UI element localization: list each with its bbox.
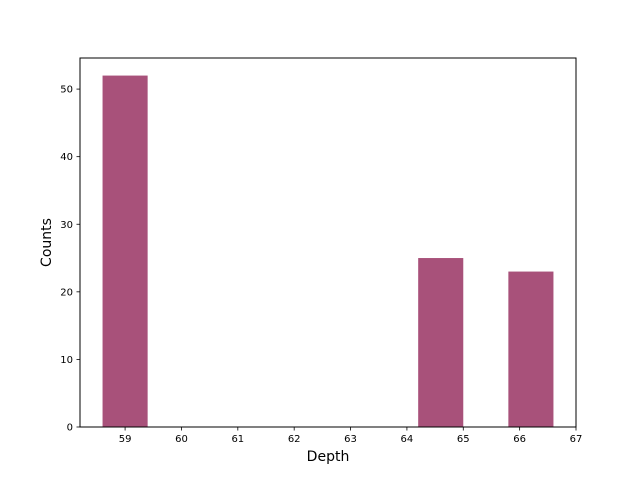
x-tick-label: 61 — [231, 434, 244, 445]
x-tick-label: 67 — [570, 434, 583, 445]
x-tick-label: 60 — [175, 434, 188, 445]
histogram-bar — [508, 271, 554, 427]
bars-layer — [102, 75, 554, 427]
plot-area-frame — [79, 57, 577, 428]
y-axis-label: Counts — [39, 218, 55, 267]
histogram-bar — [102, 75, 148, 427]
y-tick-label: 0 — [67, 423, 73, 434]
histogram-bar — [418, 258, 464, 427]
x-axis-label: Depth — [307, 449, 350, 465]
y-tick-label: 30 — [60, 220, 73, 231]
x-tick-label: 59 — [119, 434, 132, 445]
y-axis-ticks: 0 10 20 30 40 50 — [60, 85, 80, 434]
y-tick-label: 50 — [60, 85, 73, 96]
x-tick-label: 63 — [344, 434, 357, 445]
x-axis-ticks: 59 60 61 62 63 64 65 66 67 — [119, 427, 583, 445]
y-tick-label: 40 — [60, 152, 73, 163]
x-tick-label: 65 — [457, 434, 470, 445]
y-tick-label: 10 — [60, 355, 73, 366]
x-tick-label: 64 — [401, 434, 414, 445]
x-tick-label: 66 — [513, 434, 526, 445]
y-tick-label: 20 — [60, 287, 73, 298]
x-tick-label: 62 — [288, 434, 301, 445]
